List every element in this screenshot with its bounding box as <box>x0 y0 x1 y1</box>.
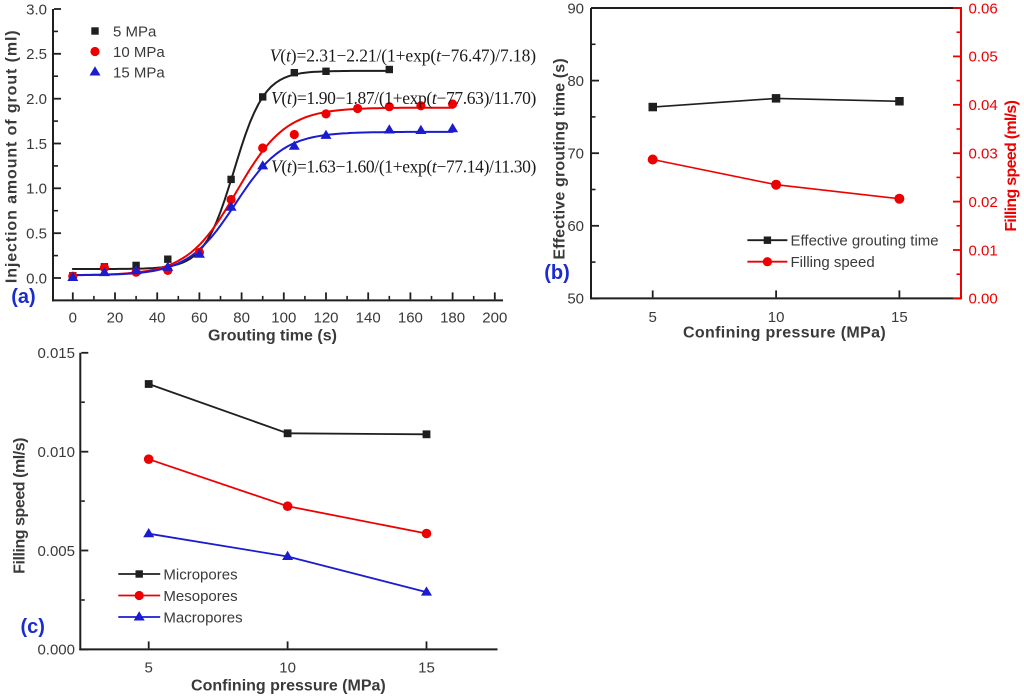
svg-text:80: 80 <box>233 309 250 326</box>
svg-text:Filling speed (ml/s): Filling speed (ml/s) <box>12 438 29 574</box>
svg-text:15: 15 <box>891 309 908 326</box>
svg-text:80: 80 <box>567 73 584 90</box>
svg-text:Filling speed: Filling speed <box>791 254 875 271</box>
svg-text:3.0: 3.0 <box>26 1 47 18</box>
svg-text:10 MPa: 10 MPa <box>113 44 165 61</box>
svg-text:140: 140 <box>356 309 381 326</box>
svg-text:200: 200 <box>482 309 507 326</box>
svg-text:120: 120 <box>313 309 338 326</box>
svg-text:Effective grouting time (s): Effective grouting time (s) <box>552 58 569 259</box>
svg-text:Macropores: Macropores <box>163 609 242 626</box>
svg-text:Confining pressure (MPa): Confining pressure (MPa) <box>191 677 386 694</box>
svg-text:15 MPa: 15 MPa <box>113 64 165 81</box>
svg-text:0.0: 0.0 <box>26 270 47 287</box>
svg-text:0.5: 0.5 <box>26 226 47 243</box>
svg-text:Confining pressure (MPa): Confining pressure (MPa) <box>683 325 886 342</box>
svg-text:Mesopores: Mesopores <box>163 588 237 605</box>
svg-text:0.005: 0.005 <box>37 543 75 560</box>
svg-text:0.06: 0.06 <box>969 0 998 17</box>
svg-text:0.02: 0.02 <box>969 194 998 211</box>
svg-text:5 MPa: 5 MPa <box>113 23 157 40</box>
svg-text:60: 60 <box>191 309 208 326</box>
svg-text:2.5: 2.5 <box>26 46 47 63</box>
svg-text:Micropores: Micropores <box>163 566 237 583</box>
svg-text:1.0: 1.0 <box>26 181 47 198</box>
svg-text:40: 40 <box>149 309 166 326</box>
svg-text:2.0: 2.0 <box>26 91 47 108</box>
svg-text:(b): (b) <box>544 262 570 284</box>
svg-text:Effective grouting time: Effective grouting time <box>791 233 939 250</box>
svg-text:0: 0 <box>69 309 77 326</box>
svg-text:180: 180 <box>440 309 465 326</box>
svg-text:Grouting time (s): Grouting time (s) <box>208 328 337 345</box>
svg-text:(a): (a) <box>11 286 35 308</box>
svg-text:50: 50 <box>567 291 584 308</box>
svg-text:(c): (c) <box>20 616 44 638</box>
svg-text:Injection amount of grout (ml): Injection amount of grout (ml) <box>4 29 21 283</box>
svg-text:10: 10 <box>768 309 785 326</box>
svg-text:0.01: 0.01 <box>969 242 998 259</box>
svg-text:0.05: 0.05 <box>969 49 998 66</box>
svg-text:V(t)=2.31−2.21/(1+exp(t−76.47): V(t)=2.31−2.21/(1+exp(t−76.47)/7.18) <box>270 46 537 66</box>
svg-text:20: 20 <box>107 309 124 326</box>
svg-text:70: 70 <box>567 146 584 163</box>
svg-text:60: 60 <box>567 218 584 235</box>
svg-text:V(t)=1.63−1.60/(1+exp(t−77.14): V(t)=1.63−1.60/(1+exp(t−77.14)/11.30) <box>271 156 537 176</box>
svg-text:V(t)=1.90−1.87/(1+exp(t−77.63): V(t)=1.90−1.87/(1+exp(t−77.63)/11.70) <box>271 88 537 108</box>
svg-text:Filling speed (ml/s): Filling speed (ml/s) <box>1003 100 1020 231</box>
svg-text:1.5: 1.5 <box>26 136 47 153</box>
svg-text:0.03: 0.03 <box>969 146 998 163</box>
svg-text:5: 5 <box>649 309 657 326</box>
svg-text:0.010: 0.010 <box>37 444 75 461</box>
svg-text:0.04: 0.04 <box>969 97 998 114</box>
svg-text:15: 15 <box>418 659 435 676</box>
svg-text:90: 90 <box>567 0 584 17</box>
svg-text:0.000: 0.000 <box>37 642 75 659</box>
svg-text:10: 10 <box>279 659 296 676</box>
svg-text:100: 100 <box>271 309 296 326</box>
svg-text:0.015: 0.015 <box>37 345 75 362</box>
svg-text:160: 160 <box>398 309 423 326</box>
svg-text:0.00: 0.00 <box>969 291 998 308</box>
svg-text:5: 5 <box>145 659 153 676</box>
